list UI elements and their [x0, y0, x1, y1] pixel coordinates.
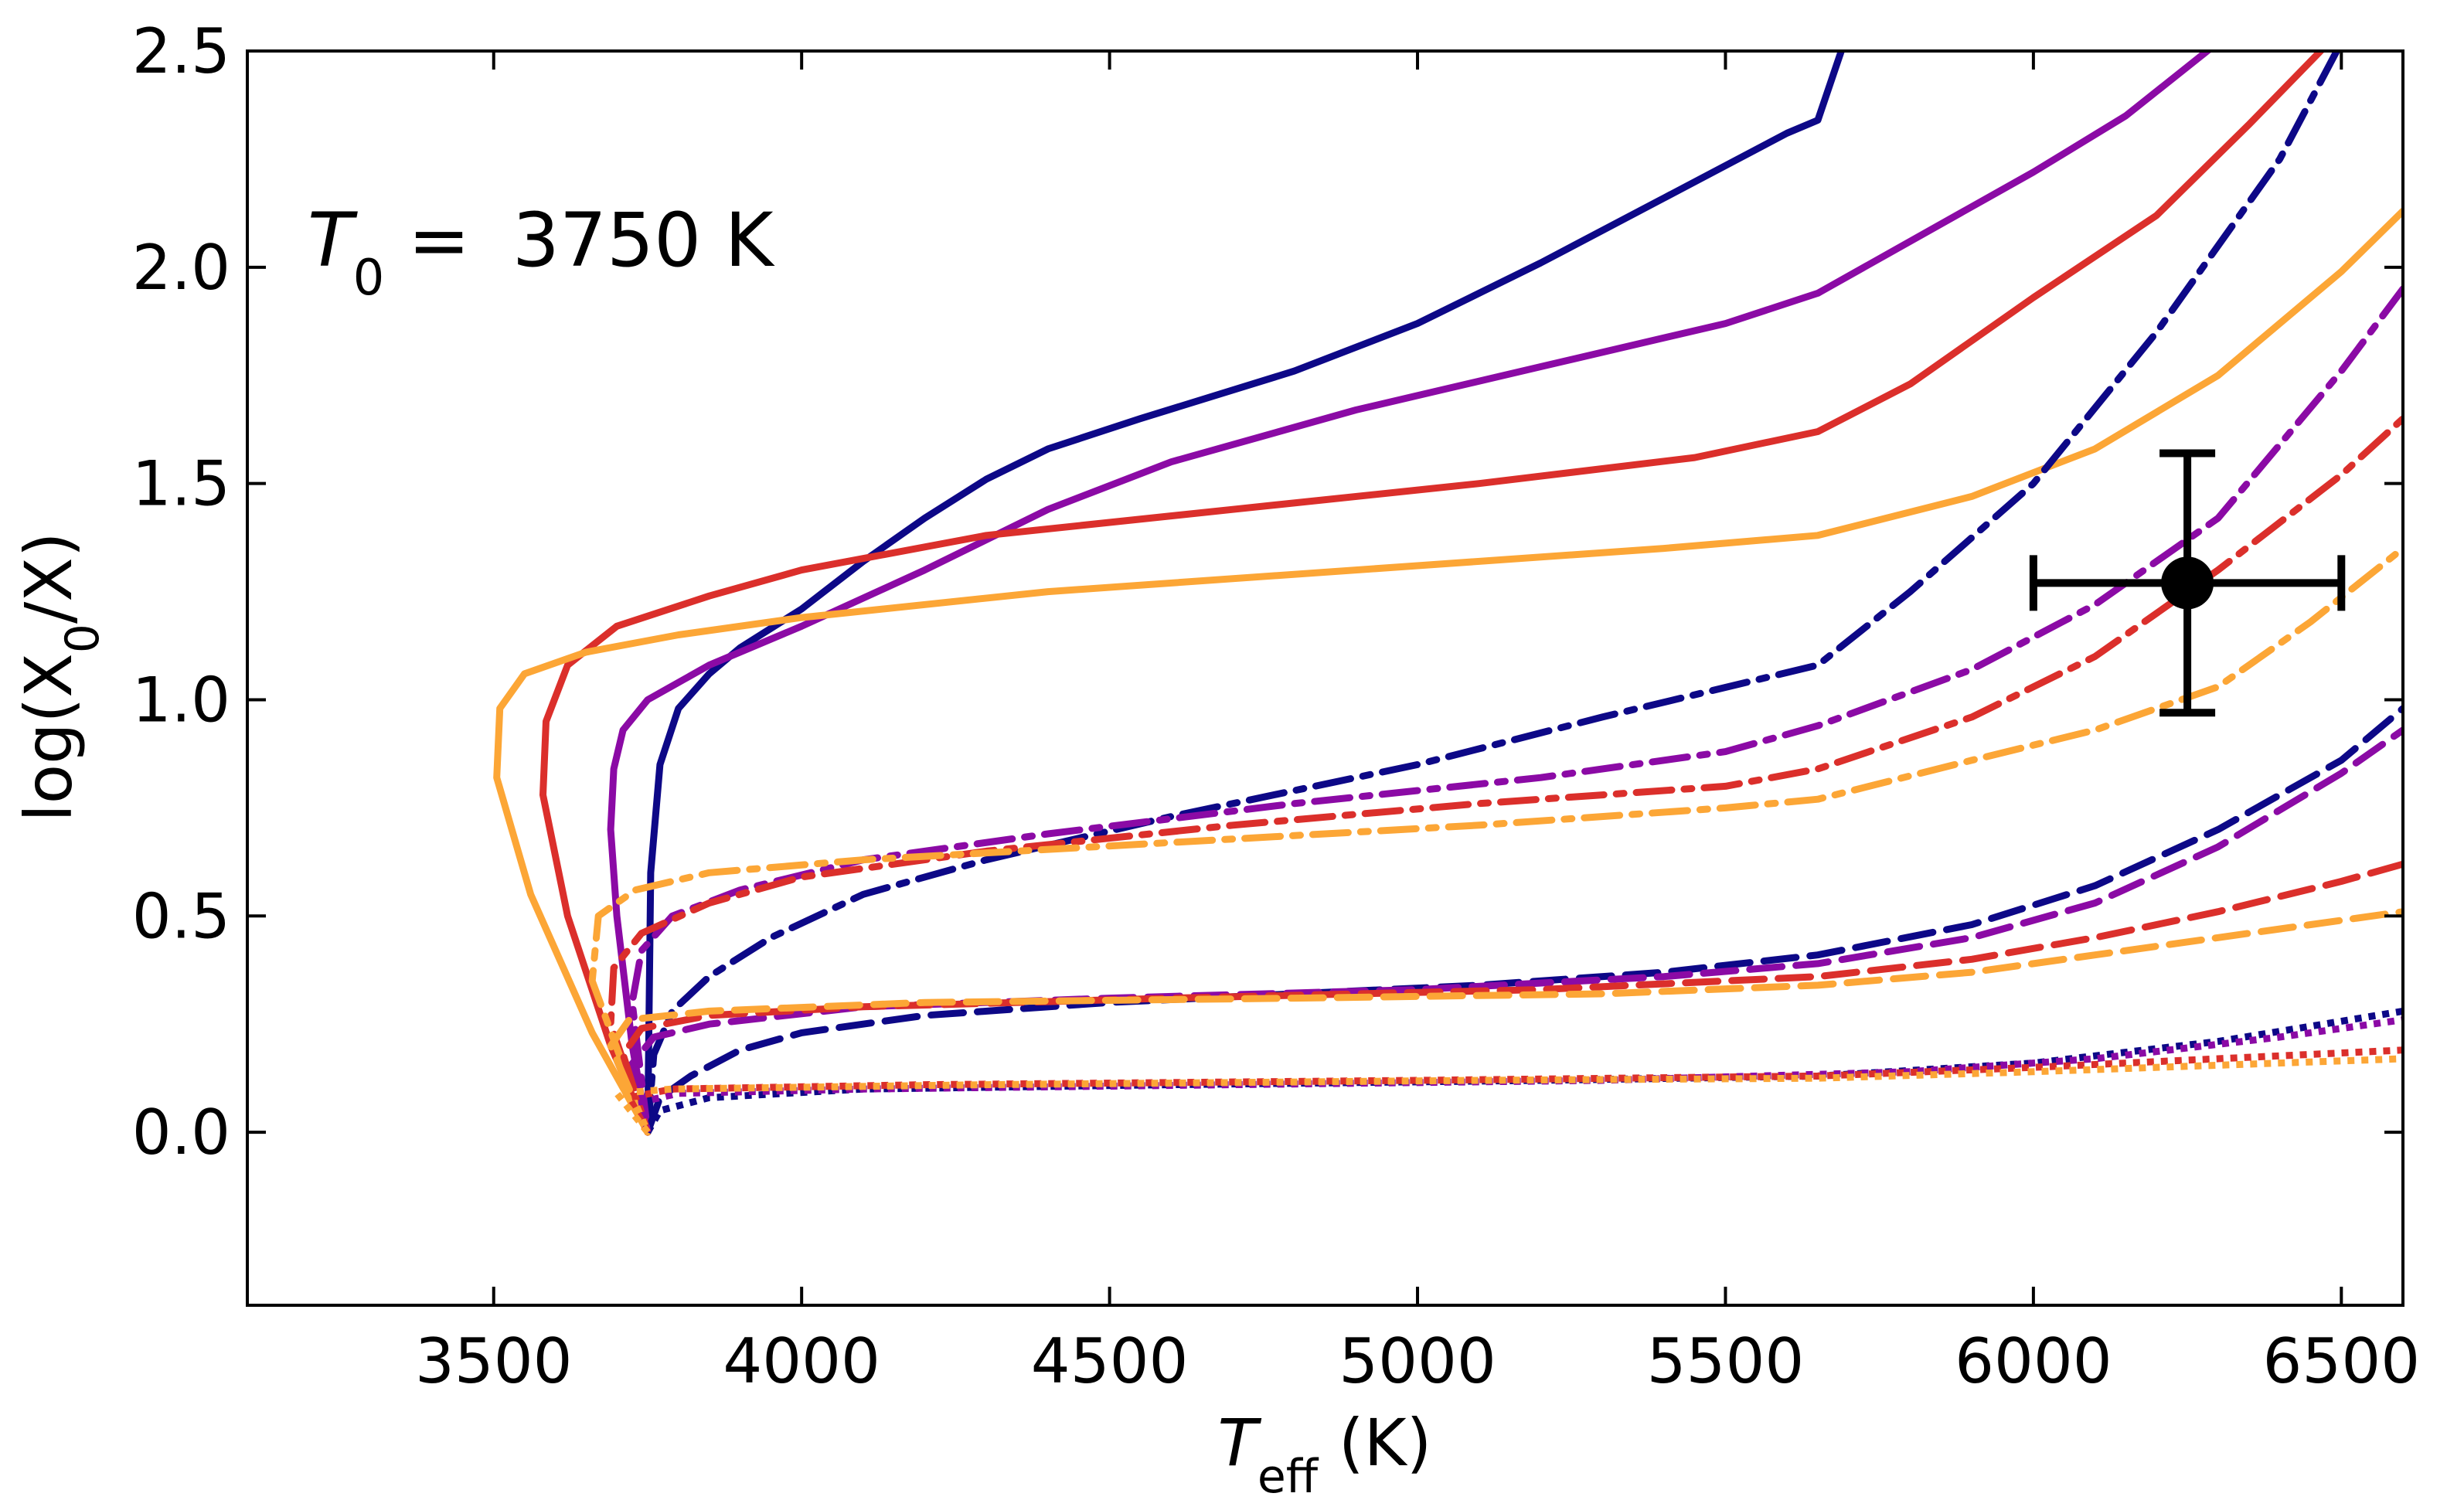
- x-tick-label: 6000: [1955, 1325, 2112, 1397]
- annotation-t0: T0 = 3750 K: [308, 197, 775, 307]
- y-tick-label: 2.5: [132, 15, 230, 87]
- x-axis-label: Teff (K): [1218, 1405, 1432, 1500]
- series-purple-dashdot: [628, 285, 2403, 1136]
- y-tick-label: 1.0: [132, 664, 230, 736]
- series-red-dashed: [619, 860, 2403, 1136]
- series-orange-solid: [493, 207, 2403, 1136]
- plot-frame: [246, 49, 2404, 1307]
- series-purple-dashed: [625, 726, 2403, 1136]
- series-navy-dashdot: [644, 51, 2341, 1136]
- measurement-point-layer: [2029, 449, 2346, 717]
- measurement-point: [2161, 556, 2214, 610]
- x-tick-label: 4500: [1031, 1325, 1189, 1397]
- y-tick-label: 1.5: [132, 448, 230, 520]
- x-tick-label: 3500: [415, 1325, 573, 1397]
- y-tick-label: 0.5: [132, 880, 230, 952]
- series-layer: [493, 51, 2403, 1136]
- y-tick-label: 0.0: [132, 1097, 230, 1168]
- x-tick-label: 5500: [1647, 1325, 1805, 1397]
- x-tick-label: 6500: [2263, 1325, 2421, 1397]
- x-tick-label: 4000: [723, 1325, 880, 1397]
- series-orange-dotted: [613, 1055, 2403, 1134]
- series-orange-dashdot: [588, 545, 2403, 1136]
- series-orange-dashed: [607, 908, 2403, 1136]
- x-tick-label: 5000: [1339, 1325, 1496, 1397]
- series-red-dashdot: [607, 415, 2403, 1136]
- y-tick-label: 2.0: [132, 232, 230, 304]
- tick-layer: 3500 4000 4500 5000 5500 6000 6500 0.0 0.5 1.0 1.5…: [132, 15, 2420, 1397]
- series-navy-solid: [644, 51, 1846, 1136]
- series-purple-solid: [607, 51, 2214, 1136]
- series-red-solid: [539, 51, 2326, 1136]
- y-axis-label: log(X0/X): [11, 532, 110, 821]
- series-navy-dashed: [644, 705, 2403, 1136]
